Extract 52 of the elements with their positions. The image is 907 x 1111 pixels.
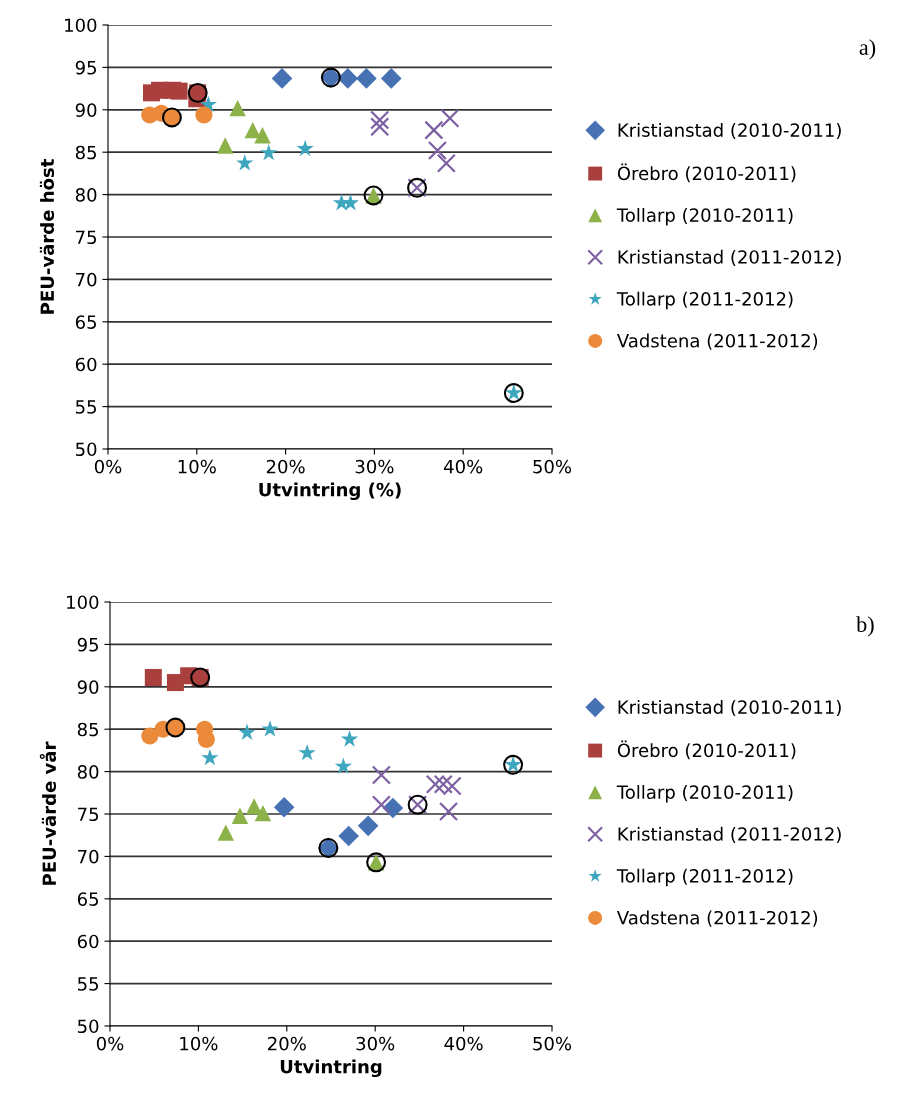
- y-tick-label: 60: [77, 934, 99, 949]
- x-tick-label: 10%: [178, 459, 216, 474]
- legend-label: Kristianstad (2010-2011): [618, 699, 841, 717]
- legend-label: Vadstena (2011-2012): [616, 910, 818, 927]
- y-tick-label: 50: [76, 442, 97, 457]
- legend-label: Kristianstad (2011-2012): [618, 249, 841, 266]
- text: b): [856, 616, 874, 637]
- legend-label: Tollarp (2010-2011): [616, 785, 793, 803]
- x-tick-label: 0%: [94, 459, 122, 474]
- x-tick-label: 20%: [268, 1036, 306, 1051]
- x-tick-label: 50%: [533, 1036, 572, 1051]
- x-tick-label: 40%: [444, 1036, 483, 1051]
- x-tick-label: 0%: [96, 1036, 124, 1051]
- text: a): [859, 39, 876, 60]
- x-tick-label: 30%: [355, 459, 394, 474]
- legend-label: Tollarp (2011-2012): [616, 868, 793, 887]
- y-tick-label: 100: [65, 18, 97, 33]
- y-tick-label: 80: [77, 765, 99, 779]
- x-tick-label: 40%: [444, 459, 483, 474]
- y-tick-label: 95: [77, 637, 99, 652]
- y-axis-title: PEU-värde höst: [39, 159, 55, 314]
- y-tick-label: 100: [67, 595, 99, 610]
- y-tick-label: 80: [75, 188, 97, 202]
- y-tick-label: 70: [76, 272, 97, 287]
- legend-label: Vadstena (2011-2012): [616, 333, 818, 350]
- y-tick-label: 55: [76, 400, 97, 414]
- x-axis-title: Utvintring (%): [259, 482, 401, 501]
- x-tick-label: 10%: [180, 1036, 218, 1051]
- y-tick-label: 70: [78, 849, 99, 864]
- y-tick-label: 90: [75, 103, 97, 117]
- y-tick-label: 95: [75, 60, 97, 75]
- x-tick-label: 50%: [533, 459, 572, 474]
- legend-label: Örebro (2010-2011): [617, 740, 796, 760]
- legend-label: Kristianstad (2011-2012): [618, 826, 841, 843]
- y-tick-label: 55: [78, 977, 99, 991]
- legend-label: Tollarp (2011-2012): [616, 291, 793, 310]
- y-tick-label: 65: [75, 315, 97, 329]
- y-tick-label: 85: [77, 722, 99, 737]
- legend-label: Örebro (2010-2011): [617, 163, 796, 183]
- y-tick-label: 85: [75, 145, 97, 160]
- y-tick-label: 65: [77, 892, 99, 906]
- y-axis-title: PEU-värde vår: [39, 741, 57, 885]
- x-tick-label: 30%: [356, 1036, 395, 1051]
- y-tick-label: 50: [78, 1019, 99, 1034]
- x-tick-label: 20%: [266, 459, 305, 474]
- y-tick-label: 75: [78, 807, 99, 822]
- y-tick-label: 75: [76, 230, 97, 245]
- x-axis-title: Utvintring: [280, 1059, 382, 1078]
- y-tick-label: 90: [77, 680, 99, 694]
- y-tick-label: 60: [75, 357, 97, 372]
- legend-label: Tollarp (2010-2011): [616, 208, 793, 226]
- legend-label: Kristianstad (2010-2011): [618, 122, 841, 140]
